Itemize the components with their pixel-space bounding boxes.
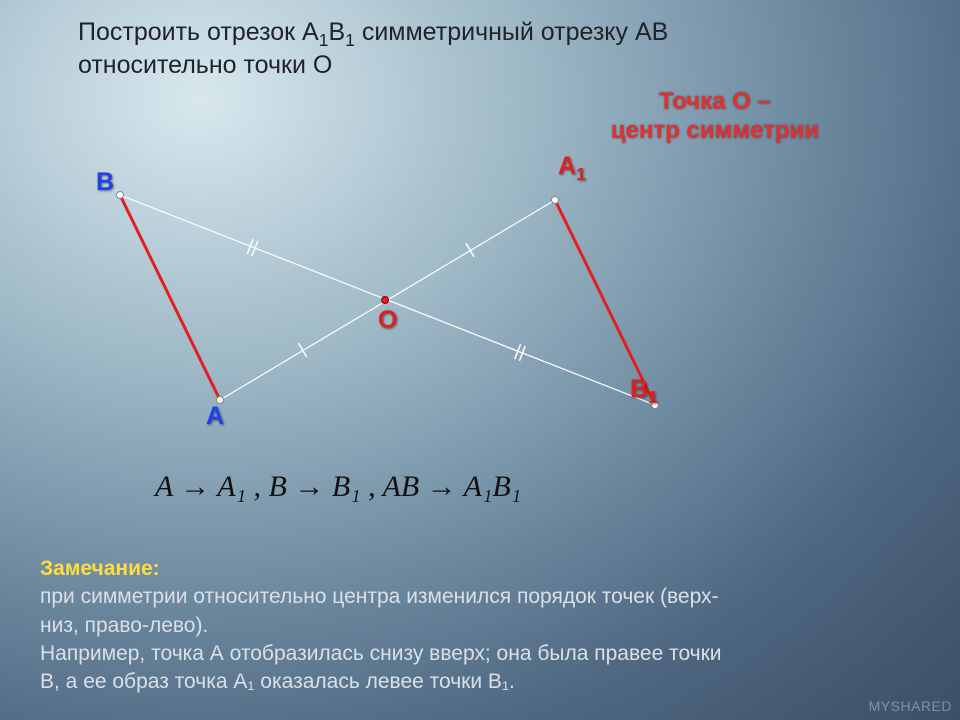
label-b1-letter: В: [630, 375, 648, 403]
remark-line1: при симметрии относительно центра измени…: [40, 585, 719, 608]
remark-block: Замечание: при симметрии относительно це…: [40, 555, 920, 697]
watermark: MYSHARED: [869, 698, 952, 714]
label-a1-sub: 1: [576, 164, 586, 184]
label-a: А: [206, 402, 224, 431]
label-a1: А1: [558, 152, 586, 185]
label-b1-sub: 1: [648, 387, 658, 407]
label-a1-letter: А: [558, 152, 576, 180]
label-o: О: [378, 306, 397, 335]
label-b: В: [96, 168, 114, 197]
label-b1: В1: [630, 375, 658, 408]
remark-line4: В, а ее образ точка А₁ оказалась левее т…: [40, 670, 515, 693]
remark-line2: низ, право-лево).: [40, 614, 208, 637]
mapping-formula: A → A₁ , B → B₁ , AB → A₁B₁: [155, 470, 521, 504]
point-b: [117, 192, 124, 199]
segment-ab: [120, 195, 220, 400]
point-a1: [552, 197, 559, 204]
remark-line3: Например, точка А отобразилась снизу вве…: [40, 642, 722, 665]
remark-title: Замечание:: [40, 557, 160, 580]
point-o: [382, 297, 389, 304]
